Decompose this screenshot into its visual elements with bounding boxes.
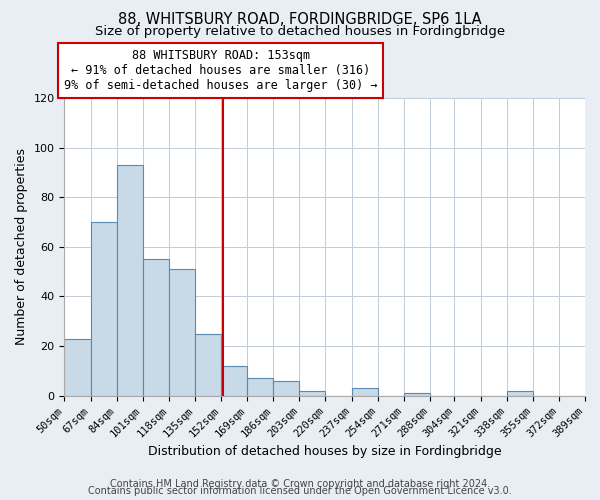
X-axis label: Distribution of detached houses by size in Fordingbridge: Distribution of detached houses by size … bbox=[148, 444, 502, 458]
Bar bbox=[247, 378, 273, 396]
Bar bbox=[91, 222, 116, 396]
Bar bbox=[169, 269, 195, 396]
Bar bbox=[404, 393, 430, 396]
Bar bbox=[64, 338, 91, 396]
Text: 88 WHITSBURY ROAD: 153sqm
← 91% of detached houses are smaller (316)
9% of semi-: 88 WHITSBURY ROAD: 153sqm ← 91% of detac… bbox=[64, 50, 377, 92]
Bar bbox=[299, 390, 325, 396]
Bar bbox=[116, 165, 143, 396]
Bar bbox=[195, 334, 221, 396]
Text: Contains public sector information licensed under the Open Government Licence v3: Contains public sector information licen… bbox=[88, 486, 512, 496]
Text: Contains HM Land Registry data © Crown copyright and database right 2024.: Contains HM Land Registry data © Crown c… bbox=[110, 479, 490, 489]
Bar bbox=[143, 260, 169, 396]
Bar bbox=[221, 366, 247, 396]
Y-axis label: Number of detached properties: Number of detached properties bbox=[15, 148, 28, 346]
Bar bbox=[273, 381, 299, 396]
Text: 88, WHITSBURY ROAD, FORDINGBRIDGE, SP6 1LA: 88, WHITSBURY ROAD, FORDINGBRIDGE, SP6 1… bbox=[118, 12, 482, 28]
Bar bbox=[506, 390, 533, 396]
Bar bbox=[352, 388, 377, 396]
Text: Size of property relative to detached houses in Fordingbridge: Size of property relative to detached ho… bbox=[95, 25, 505, 38]
